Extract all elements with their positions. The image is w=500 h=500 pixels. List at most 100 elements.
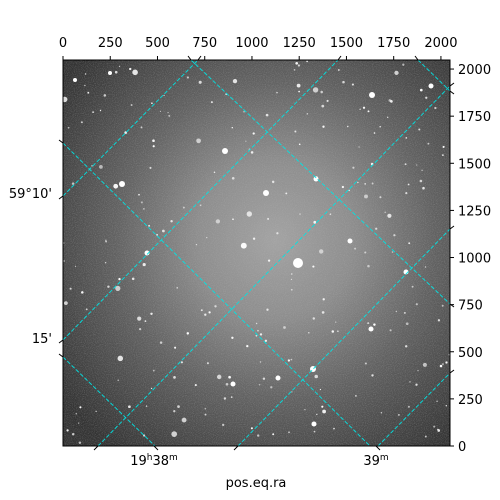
star xyxy=(208,311,211,314)
star xyxy=(407,405,410,408)
star xyxy=(84,73,87,75)
star xyxy=(118,277,121,281)
x-tick-label: 500 xyxy=(145,36,170,51)
star xyxy=(231,126,234,129)
star xyxy=(293,69,296,71)
world-tick-mark xyxy=(187,55,192,61)
star xyxy=(149,166,152,169)
star xyxy=(204,407,207,410)
world-tick-mark xyxy=(414,55,419,61)
star xyxy=(369,92,375,98)
star xyxy=(156,234,158,236)
star xyxy=(267,217,270,220)
star xyxy=(144,250,150,256)
star xyxy=(379,125,382,128)
y-tick-label: 0 xyxy=(458,440,466,455)
star xyxy=(104,261,107,264)
star xyxy=(246,344,249,348)
star xyxy=(200,309,203,312)
star xyxy=(333,427,335,430)
star xyxy=(143,208,145,210)
star xyxy=(199,204,202,207)
star xyxy=(176,287,178,289)
star xyxy=(407,183,410,186)
y-tick-label: 1000 xyxy=(458,252,491,267)
star xyxy=(105,239,107,241)
star xyxy=(389,329,392,332)
star xyxy=(417,369,419,372)
star xyxy=(390,100,393,103)
world-tick-mark xyxy=(58,353,64,358)
star xyxy=(312,317,316,320)
grid-line xyxy=(190,60,450,305)
star xyxy=(78,422,80,424)
star xyxy=(367,322,370,325)
star xyxy=(204,313,207,316)
star xyxy=(367,264,370,268)
star xyxy=(298,143,301,146)
star xyxy=(223,397,227,400)
star xyxy=(271,180,275,184)
star xyxy=(206,362,209,365)
star xyxy=(250,427,253,430)
y-tick-label: 500 xyxy=(458,346,483,361)
star xyxy=(186,76,189,79)
star xyxy=(259,333,263,336)
star xyxy=(364,194,368,199)
star xyxy=(198,80,202,84)
star xyxy=(214,305,217,308)
star xyxy=(131,277,135,281)
star xyxy=(351,83,354,86)
star xyxy=(117,355,124,362)
star xyxy=(304,408,306,411)
star xyxy=(394,70,399,76)
star xyxy=(290,278,293,281)
star xyxy=(137,316,142,321)
star xyxy=(240,242,247,249)
star xyxy=(364,362,367,365)
star xyxy=(113,183,119,189)
star xyxy=(321,405,324,408)
star xyxy=(288,431,290,434)
star xyxy=(255,334,258,337)
star xyxy=(341,185,345,189)
star xyxy=(445,361,448,364)
star xyxy=(290,288,293,291)
star xyxy=(140,201,143,204)
star xyxy=(78,441,82,444)
star xyxy=(313,220,317,224)
star xyxy=(99,165,103,169)
x-tick-label: 1500 xyxy=(330,36,363,51)
star xyxy=(313,430,316,433)
star xyxy=(128,405,131,409)
star xyxy=(276,232,279,235)
star xyxy=(71,433,75,436)
star xyxy=(391,251,394,253)
star xyxy=(231,336,234,339)
grid-line xyxy=(63,60,339,341)
star xyxy=(441,304,444,307)
star xyxy=(87,91,90,94)
star xyxy=(291,391,293,393)
star xyxy=(266,308,269,311)
star xyxy=(215,219,221,224)
star xyxy=(419,88,423,92)
star xyxy=(132,69,138,76)
star xyxy=(91,165,93,167)
star xyxy=(445,404,448,407)
star xyxy=(437,428,439,431)
star xyxy=(129,67,132,71)
star xyxy=(151,102,153,105)
star xyxy=(79,406,82,409)
star xyxy=(138,193,140,196)
y-tick-label: 1500 xyxy=(458,157,491,172)
star xyxy=(326,99,329,102)
star xyxy=(367,110,370,113)
star xyxy=(442,363,444,365)
y-tick-label: 2000 xyxy=(458,63,491,78)
star xyxy=(275,375,281,381)
star xyxy=(265,113,269,117)
star xyxy=(264,339,268,342)
star xyxy=(331,330,335,333)
star xyxy=(250,151,254,154)
